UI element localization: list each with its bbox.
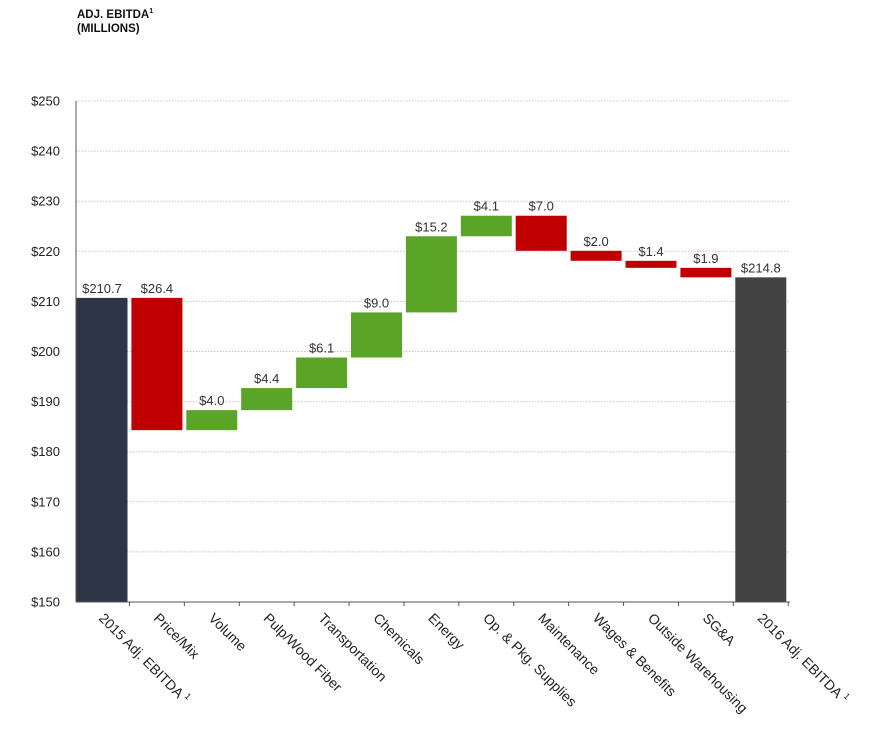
chart-title-line2: (MILLIONS) [77,23,140,35]
bar-decrease [570,250,622,261]
data-label: $4.0 [199,393,224,408]
bar-total [735,277,787,602]
bars [76,215,787,602]
y-tick-label: $160 [31,544,60,559]
bar-increase [351,312,402,358]
data-label: $7.0 [529,199,554,214]
x-tick-label: 2015 Adj. EBITDA1 [96,609,193,706]
y-tick-label: $180 [31,444,60,459]
bar-decrease [131,297,183,431]
bar-decrease [515,215,567,251]
data-label: $9.0 [364,295,389,310]
y-tick-label: $170 [31,494,60,509]
data-label: $4.1 [474,199,499,214]
x-tick-label: SG&A [700,610,739,649]
chart-title-line1: ADJ. EBITDA [77,9,150,21]
bar-decrease [680,267,732,278]
y-tick-label: $230 [31,194,60,209]
y-axis: $150 $160 $170 $180 $190 $200 $210 $220 $230 $240… [31,94,77,610]
chart-title-footnote: 1 [149,8,154,16]
bar-increase [460,215,512,237]
data-label: $26.4 [141,281,174,296]
data-labels: $210.7 $26.4 $4.0 $4.4 $6.1 $9.0 $15.2 $4.1 $7.0… [82,199,781,408]
x-tick-label: Outside Warehousing [645,610,751,716]
y-tick-label: $200 [31,344,60,359]
x-tick-label: 2016 Adj. EBITDA1 [755,609,852,706]
y-tick-label: $250 [31,94,60,109]
x-tick-label: Energy [425,610,468,653]
bar-increase [241,388,293,411]
bar-decrease [625,260,677,268]
data-label: $1.4 [638,244,663,259]
data-label: $210.7 [82,281,122,296]
y-tick-label: $240 [31,144,60,159]
bar-total [76,297,128,602]
data-label: $214.8 [741,260,781,275]
data-label: $6.1 [309,341,334,356]
x-tick-label: Op. & Pkg. Supplies [480,610,580,710]
bar-increase [186,410,238,431]
x-tick-label: Chemicals [370,610,428,668]
grid-lines [76,100,790,553]
chart-title: ADJ. EBITDA1 (MILLIONS) [77,8,153,36]
bar-increase [296,357,348,389]
data-label: $1.9 [693,251,718,266]
y-tick-label: $190 [31,394,60,409]
x-tick-label: Volume [206,610,250,654]
data-label: $15.2 [415,219,448,234]
y-tick-label: $220 [31,244,60,259]
data-label: $4.4 [254,371,279,386]
bar-increase [405,236,457,313]
x-tick-label: Price/Mix [151,610,203,662]
y-tick-label: $150 [31,595,60,610]
y-tick-label: $210 [31,294,60,309]
data-label: $2.0 [583,234,608,249]
